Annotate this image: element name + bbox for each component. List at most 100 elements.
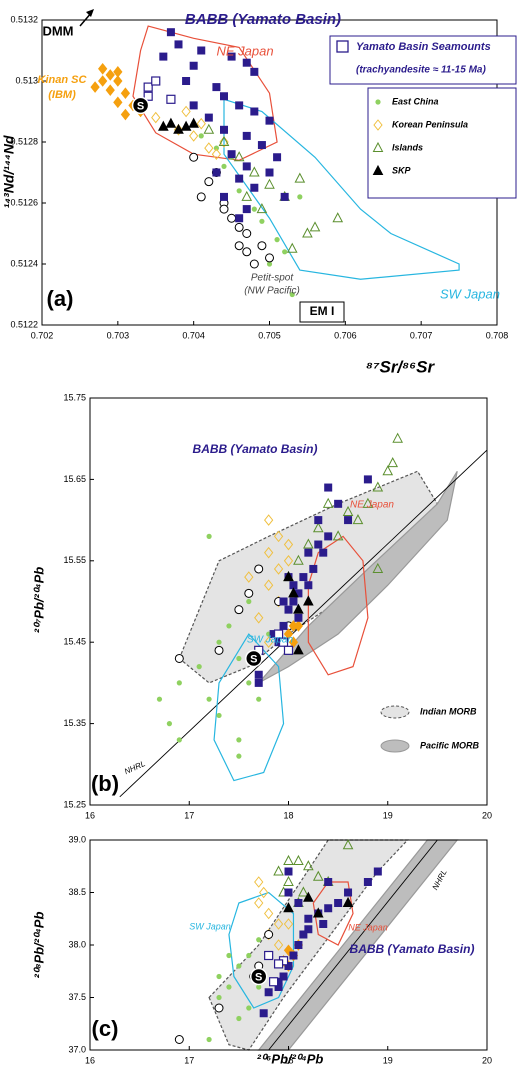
- point: [176, 680, 182, 686]
- legend-description: (trachyandesite ≈ 11-15 Ma): [356, 65, 486, 76]
- point: [256, 984, 262, 990]
- point: [264, 930, 274, 939]
- point: [284, 888, 293, 897]
- point: [242, 58, 251, 67]
- point: [363, 475, 372, 484]
- point-label: S: [255, 971, 262, 983]
- point: [226, 952, 232, 959]
- legend-label: Islands: [392, 142, 423, 152]
- point: [312, 907, 324, 918]
- point: [196, 664, 202, 670]
- point: [254, 670, 263, 679]
- legend-marker: [372, 164, 384, 175]
- region-label: SW Japan: [247, 635, 294, 646]
- x-axis-label: ²⁰⁶Pb/²⁰⁴Pb: [257, 1051, 324, 1066]
- point: [303, 538, 314, 549]
- box: [299, 301, 345, 323]
- point: [392, 432, 404, 443]
- point: [283, 628, 294, 640]
- point: [204, 142, 214, 154]
- point: [204, 177, 214, 187]
- x-tick-label: 16: [85, 810, 95, 820]
- point: [304, 925, 313, 934]
- y-tick-label: 0.5122: [10, 319, 38, 329]
- y-axis-label: ¹⁴³Nd/¹⁴⁴Nd: [1, 135, 17, 209]
- point: [246, 680, 252, 686]
- point: [236, 655, 242, 662]
- point: [220, 92, 228, 101]
- point: [203, 123, 215, 134]
- point: [166, 94, 176, 104]
- point: [156, 696, 163, 702]
- point: [236, 1015, 242, 1022]
- point: [324, 904, 333, 913]
- point: [279, 972, 288, 981]
- point: [264, 988, 273, 997]
- point: [289, 597, 298, 606]
- point: [298, 886, 309, 897]
- x-tick-label: 0.705: [258, 330, 281, 340]
- point: [273, 939, 284, 951]
- point: [206, 533, 212, 539]
- point: [189, 61, 198, 70]
- point-label: S: [250, 653, 257, 665]
- legend-label: Korean Peninsula: [392, 119, 468, 129]
- point: [159, 52, 168, 61]
- point: [227, 213, 237, 223]
- point: [242, 162, 251, 171]
- y-axis-label: ²⁰⁸Pb/²⁰⁴Pb: [31, 912, 46, 979]
- point: [105, 84, 115, 96]
- point: [234, 222, 244, 232]
- y-tick-label: 0.5126: [10, 197, 38, 207]
- point: [372, 481, 384, 492]
- point: [282, 249, 288, 255]
- point: [90, 81, 100, 93]
- annotation: DMM: [42, 23, 73, 38]
- point: [105, 69, 115, 81]
- point: [254, 876, 264, 888]
- point: [293, 554, 304, 565]
- point: [113, 75, 123, 87]
- point: [166, 28, 175, 37]
- point: [274, 237, 280, 243]
- point: [309, 221, 321, 232]
- point: [342, 896, 354, 907]
- point: [181, 105, 191, 118]
- point: [288, 587, 299, 598]
- point: [274, 983, 283, 991]
- point: [294, 899, 303, 907]
- point: [324, 532, 333, 541]
- point: [344, 888, 353, 897]
- y-axis-label: ²⁰⁷Pb/²⁰⁴Pb: [31, 567, 46, 633]
- point: [273, 865, 284, 876]
- x-tick-label: 17: [184, 810, 194, 820]
- point: [288, 636, 299, 649]
- point: [266, 261, 273, 267]
- point: [120, 87, 131, 100]
- point: [236, 737, 242, 743]
- x-tick-label: 18: [283, 1055, 293, 1065]
- point: [220, 125, 228, 134]
- point: [254, 678, 263, 687]
- point: [314, 540, 323, 549]
- point: [324, 878, 333, 886]
- legend-marker: [380, 739, 410, 753]
- point: [304, 581, 313, 590]
- point: [334, 899, 343, 907]
- point: [303, 595, 314, 606]
- y-tick-label: 0.5128: [10, 136, 38, 146]
- point: [265, 253, 274, 263]
- region: [213, 633, 285, 782]
- point: [373, 867, 382, 876]
- point: [241, 190, 253, 201]
- point: [250, 183, 259, 192]
- point: [98, 75, 108, 87]
- point: [204, 113, 213, 122]
- legend-marker: [380, 705, 410, 719]
- point: [284, 867, 293, 876]
- x-tick-label: 19: [383, 1055, 393, 1065]
- y-tick-label: 37.0: [68, 1044, 86, 1054]
- region: [223, 98, 460, 280]
- point: [254, 564, 264, 574]
